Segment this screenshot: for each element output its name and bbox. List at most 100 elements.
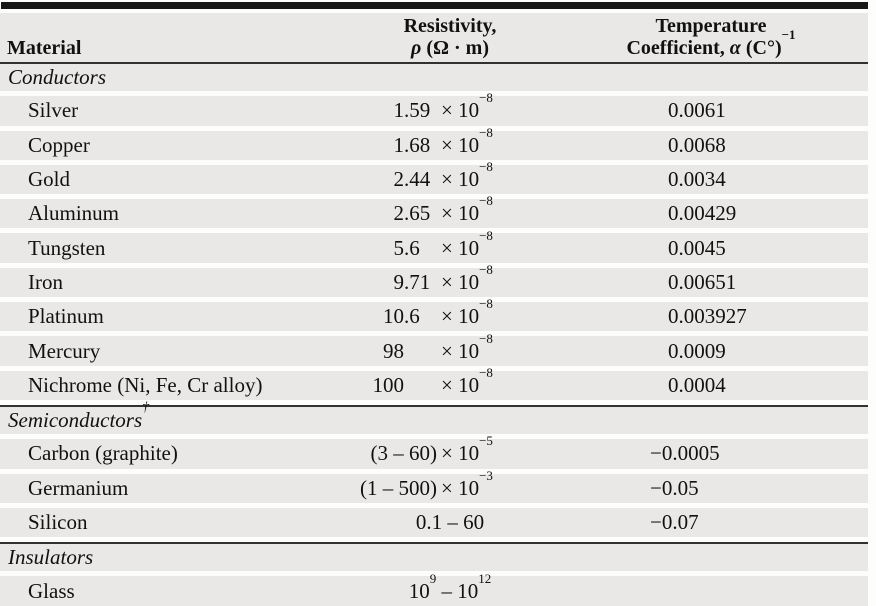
resistivity-cell: 9.71 × 10−8 <box>310 263 590 296</box>
column-header-material: Material <box>0 37 310 59</box>
table-body: Conductors Silver 1.59 × 10−8 0.0061 Copper 1.… <box>0 62 868 606</box>
temperature-value: 0.0045 <box>668 235 726 260</box>
material-cell: Tungsten <box>28 235 106 260</box>
table-row: Mercury 98 × 10−8 0.0009 <box>0 332 868 366</box>
temperature-value: 0.003927 <box>668 304 747 329</box>
resistivity-integer: 1 <box>393 98 405 123</box>
resistivity-integer: 5 <box>393 235 405 260</box>
column-header-temperature: Temperature Coefficient, α (C°)−1 <box>590 15 868 59</box>
temperature-value: 0.0068 <box>668 132 726 157</box>
temperature-cell: −0.07 <box>590 509 868 536</box>
resistivity-integer: 2 <box>393 167 405 192</box>
temperature-header-line2: Coefficient, α (C°)−1 <box>626 27 796 59</box>
resistivity-fraction: .6 <box>404 235 420 260</box>
temperature-value: −0.07 <box>650 510 699 534</box>
resistivity-header-line2: ρ (Ω · m) <box>411 37 489 59</box>
resistivity-cell: 2.65 × 10−8 <box>310 193 590 227</box>
table-row: Silver 1.59 × 10−8 0.0061 <box>0 90 868 126</box>
temperature-cell: 0.0009 <box>590 338 868 365</box>
section-label: Semiconductors† <box>8 400 150 433</box>
table-header-row: Material Resistivity, ρ (Ω · m) Temperat… <box>0 13 868 62</box>
material-cell: Iron <box>28 269 63 294</box>
temperature-cell: 0.00429 <box>590 200 868 227</box>
table-row: Copper 1.68 × 10−8 0.0068 <box>0 124 868 160</box>
resistivity-fraction: .65 <box>404 201 431 226</box>
resistivity-exponent: −8 <box>479 227 493 243</box>
temperature-cell: 0.00651 <box>590 269 868 296</box>
table-row: Carbon (graphite) (3 – 60) × 10−5 −0.0005 <box>0 433 868 469</box>
resistivity-power: × 10−5 <box>441 433 493 466</box>
temperature-value: 0.00429 <box>668 201 737 226</box>
temperature-cell: 0.0061 <box>590 97 868 124</box>
resistivity-fraction: .71 <box>404 269 431 294</box>
resistivity-fraction: .6 <box>404 304 420 329</box>
table-row: Iron 9.71 × 10−8 0.00651 <box>0 263 868 298</box>
table-row: Nichrome (Ni, Fe, Cr alloy) 100 × 10−8 0.00… <box>0 364 868 400</box>
resistivity-cell: (1 – 500) × 10−3 <box>310 469 590 502</box>
temperature-header-line1: Temperature <box>655 15 767 37</box>
temperature-cell: −0.05 <box>590 475 868 502</box>
resistivity-fraction: .44 <box>404 167 431 192</box>
table-top-rule <box>1 2 868 9</box>
temperature-cell: 0.003927 <box>590 303 868 330</box>
temperature-cell: 0.0045 <box>590 235 868 262</box>
resistivity-cell: 2.44 × 10−8 <box>310 159 590 193</box>
section-label: Insulators <box>8 545 94 570</box>
resistivity-power: × 10−8 <box>441 227 493 260</box>
resistivity-value: 0.1 – 60 <box>415 510 485 534</box>
resistivity-integer: 100 <box>372 372 405 397</box>
resistivity-power: × 10−8 <box>441 193 493 226</box>
temperature-value: −0.0005 <box>650 441 720 466</box>
temperature-value: −0.05 <box>650 475 699 500</box>
temperature-value: 0.00651 <box>668 269 737 294</box>
material-cell: Aluminum <box>28 201 120 226</box>
temperature-value: 0.0034 <box>668 167 726 192</box>
resistivity-value: 109 – 1012 <box>408 570 492 603</box>
resistivity-cell: 100 × 10−8 <box>310 364 590 399</box>
section-label: Conductors <box>8 65 107 90</box>
resistivity-exponent: −8 <box>479 90 493 106</box>
resistivity-exponent: −3 <box>479 467 493 483</box>
resistivity-integer: 9 <box>393 269 405 294</box>
resistivity-fraction: .59 <box>404 98 431 123</box>
table-row: Gold 2.44 × 10−8 0.0034 <box>0 159 868 195</box>
resistivity-power: × 10−8 <box>441 90 493 123</box>
resistivity-exponent: −8 <box>479 364 493 380</box>
material-cell: Gold <box>28 167 70 192</box>
resistivity-exponent: −8 <box>479 296 493 312</box>
section-dagger: † <box>142 400 150 416</box>
temperature-cell: −0.0005 <box>590 440 868 467</box>
resistivity-fraction: .68 <box>404 132 431 157</box>
resistivity-exponent: −8 <box>479 330 493 346</box>
section-row: Semiconductors† <box>0 400 868 435</box>
temperature-value: 0.0004 <box>668 372 726 397</box>
resistivity-range: (3 – 60) <box>370 441 438 466</box>
material-cell: Germanium <box>28 475 129 500</box>
temperature-cell: 0.0034 <box>590 166 868 193</box>
temperature-value: 0.0061 <box>668 98 726 123</box>
table-row: Tungsten 5.6 × 10−8 0.0045 <box>0 227 868 263</box>
resistivity-cell: 10.6 × 10−8 <box>310 297 590 330</box>
temperature-cell: 0.0004 <box>590 372 868 399</box>
resistivity-power: × 10−8 <box>441 124 493 157</box>
section-row: Conductors <box>0 62 868 92</box>
resistivity-power: × 10−8 <box>441 159 493 192</box>
material-cell: Silver <box>28 98 79 123</box>
resistivity-header-line1: Resistivity, <box>403 15 497 37</box>
resistivity-exponent: −8 <box>479 159 493 175</box>
resistivity-cell: (3 – 60) × 10−5 <box>310 433 590 467</box>
material-cell: Nichrome (Ni, Fe, Cr alloy) <box>28 372 263 397</box>
resistivity-cell: 5.6 × 10−8 <box>310 227 590 262</box>
resistivity-integer: 1 <box>393 132 405 157</box>
resistivity-exponent: −8 <box>479 124 493 140</box>
resistivity-integer: 2 <box>393 201 405 226</box>
resistivity-power: × 10−8 <box>441 364 493 397</box>
resistivity-cell: 0.1 – 60 <box>310 509 590 536</box>
material-cell: Copper <box>28 132 90 157</box>
section-row: Insulators <box>0 542 868 572</box>
table-row: Aluminum 2.65 × 10−8 0.00429 <box>0 193 868 229</box>
resistivity-cell: 109 – 1012 <box>310 570 590 605</box>
temperature-cell: 0.0068 <box>590 132 868 159</box>
material-cell: Glass <box>28 578 75 603</box>
